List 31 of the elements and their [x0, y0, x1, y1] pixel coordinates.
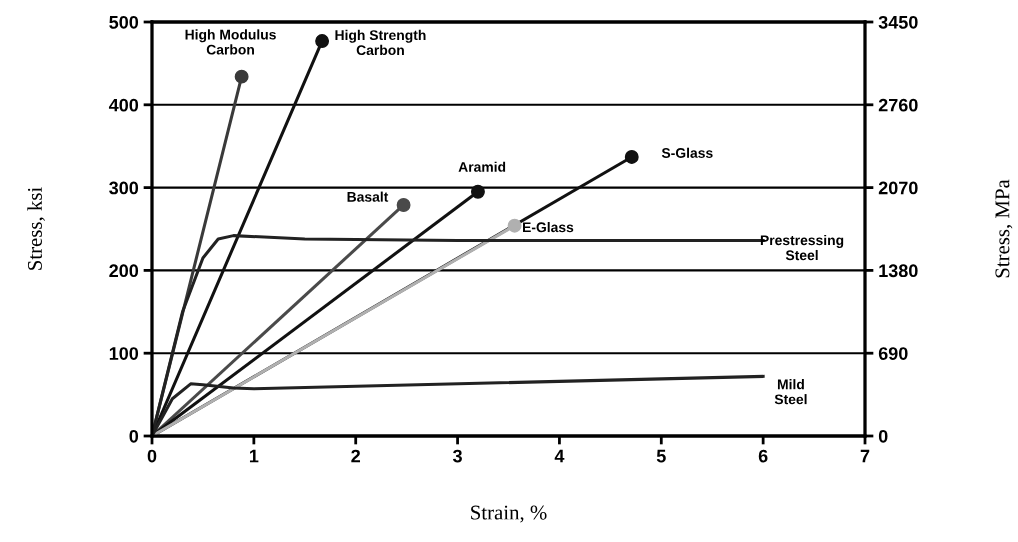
x-tick-label: 5 — [656, 449, 666, 463]
y-tick-label: 500 — [109, 15, 139, 29]
y-tick-label: 400 — [108, 98, 139, 112]
x-tick-label: 4 — [554, 449, 565, 463]
series-label: Basalt — [347, 191, 389, 202]
y2-tick-label: 0 — [878, 429, 888, 443]
x-axis-title: Strain, % — [471, 505, 547, 523]
series-label: Mild Steel — [774, 379, 807, 405]
y-tick-label: 100 — [109, 347, 139, 360]
x-tick-label: 0 — [147, 449, 157, 463]
x-tick-label: 7 — [860, 449, 870, 463]
x-tick-label: 3 — [452, 449, 462, 463]
y2-tick-label: 690 — [878, 347, 908, 360]
y2-tick-label: 3450 — [878, 15, 918, 29]
y2-axis-title: Stress, MPa — [995, 179, 1013, 278]
y2-tick-label: 2760 — [878, 98, 918, 112]
series-label: S-Glass — [661, 147, 713, 158]
series-label: E-Glass — [523, 221, 574, 233]
y2-tick-label: 2070 — [878, 181, 918, 195]
x-tick-label: 1 — [249, 449, 259, 463]
x-tick-label: 6 — [758, 449, 768, 463]
series-label: Aramid — [458, 161, 506, 172]
y-tick-label: 200 — [109, 264, 139, 278]
y-axis-title: Stress, ksi — [27, 187, 45, 270]
series-label: Prestressing Steel — [760, 234, 844, 261]
x-tick-label: 2 — [351, 449, 361, 463]
series-label: High Strength Carbon — [335, 29, 426, 56]
y-tick-label: 300 — [109, 181, 139, 195]
y-tick-label: 0 — [129, 429, 139, 443]
y2-tick-label: 1380 — [879, 264, 918, 278]
text: High Modulus Carbon — [185, 29, 276, 55]
